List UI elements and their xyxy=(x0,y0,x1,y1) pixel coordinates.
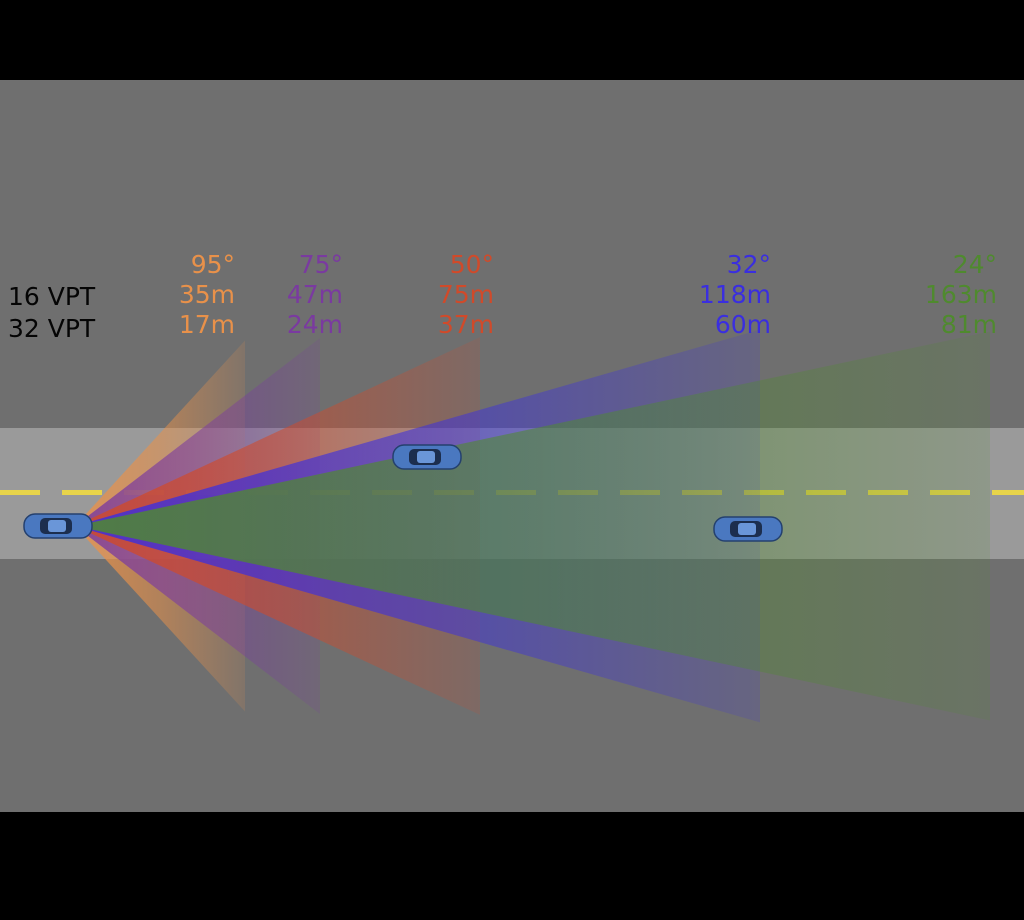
beam-label-95: 95° 35m 17m xyxy=(179,250,235,340)
row-label-16-vpt: 16 VPT xyxy=(8,282,96,311)
range-16-label: 163m xyxy=(924,280,997,309)
range-16-label: 47m xyxy=(286,280,343,309)
range-16-label: 75m xyxy=(437,280,494,309)
row-label-32-vpt: 32 VPT xyxy=(8,314,96,343)
angle-label: 95° xyxy=(190,250,235,279)
range-32-label: 37m xyxy=(437,310,494,339)
range-32-label: 24m xyxy=(286,310,343,339)
beam-label-75: 75° 47m 24m xyxy=(287,250,343,340)
car-ahead xyxy=(713,516,783,542)
range-16-label: 35m xyxy=(178,280,235,309)
ego-car xyxy=(23,513,93,539)
lane-dash xyxy=(0,490,40,495)
lane-dash xyxy=(62,490,102,495)
beam-label-24: 24° 163m 81m xyxy=(925,250,997,340)
diagram-canvas: 16 VPT 32 VPT 95° 35m 17m 75° 47m 24m 50… xyxy=(0,80,1024,812)
car-group xyxy=(23,444,783,542)
range-16-label: 118m xyxy=(698,280,771,309)
beam-label-32: 32° 118m 60m xyxy=(699,250,771,340)
angle-label: 75° xyxy=(298,250,343,279)
car-oncoming xyxy=(392,444,462,470)
lane-dash xyxy=(992,490,1024,495)
beam-24 xyxy=(75,331,990,721)
beam-group xyxy=(75,329,990,723)
top-letterbox xyxy=(0,0,1024,80)
bottom-letterbox xyxy=(0,812,1024,920)
beam-label-50: 50° 75m 37m xyxy=(438,250,494,340)
angle-label: 50° xyxy=(449,250,494,279)
range-32-label: 81m xyxy=(940,310,997,339)
angle-label: 24° xyxy=(952,250,997,279)
range-32-label: 60m xyxy=(714,310,771,339)
angle-label: 32° xyxy=(726,250,771,279)
range-32-label: 17m xyxy=(178,310,235,339)
sensor-fov-diagram xyxy=(0,329,1024,723)
